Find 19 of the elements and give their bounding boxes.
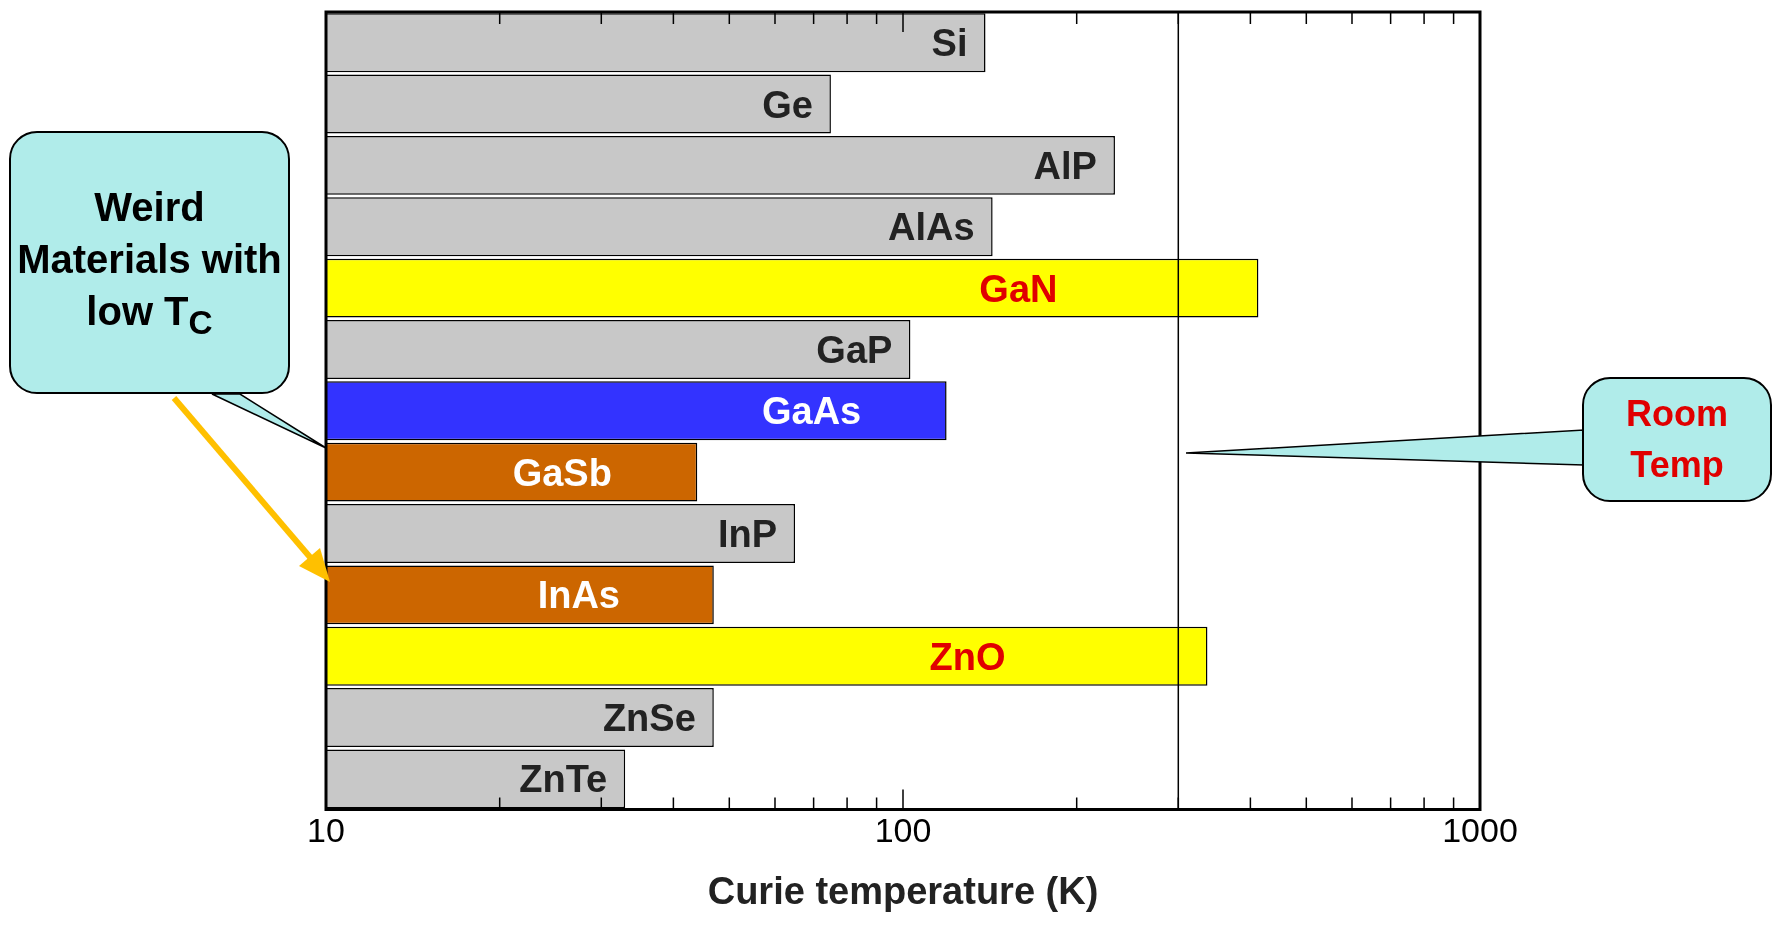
y-tick-label: AlAs bbox=[888, 206, 975, 249]
x-axis-title: Curie temperature (K) bbox=[707, 869, 1099, 912]
callout-box: Room Temp bbox=[1582, 377, 1772, 502]
y-tick-label: GaSb bbox=[512, 451, 612, 494]
y-tick-label: GaN bbox=[979, 267, 1058, 310]
x-tick-label: 100 bbox=[874, 811, 932, 850]
y-tick-label: Ge bbox=[762, 83, 813, 126]
y-tick-label: GaP bbox=[816, 328, 893, 371]
callout-box: Weird Materials with low T$_{C}$ bbox=[9, 131, 290, 394]
y-tick-label: ZnO bbox=[929, 635, 1006, 678]
y-tick-label: InP bbox=[717, 512, 778, 555]
x-tick-label: 1000 bbox=[1442, 811, 1518, 850]
y-tick-label: AlP bbox=[1033, 144, 1097, 187]
y-tick-label: Si bbox=[931, 22, 968, 65]
y-tick-label: GaAs bbox=[761, 390, 862, 433]
y-tick-label: ZnSe bbox=[602, 697, 696, 740]
y-tick-label: InAs bbox=[537, 574, 620, 617]
y-tick-label: ZnTe bbox=[519, 758, 608, 801]
x-tick-label: 10 bbox=[307, 811, 345, 850]
